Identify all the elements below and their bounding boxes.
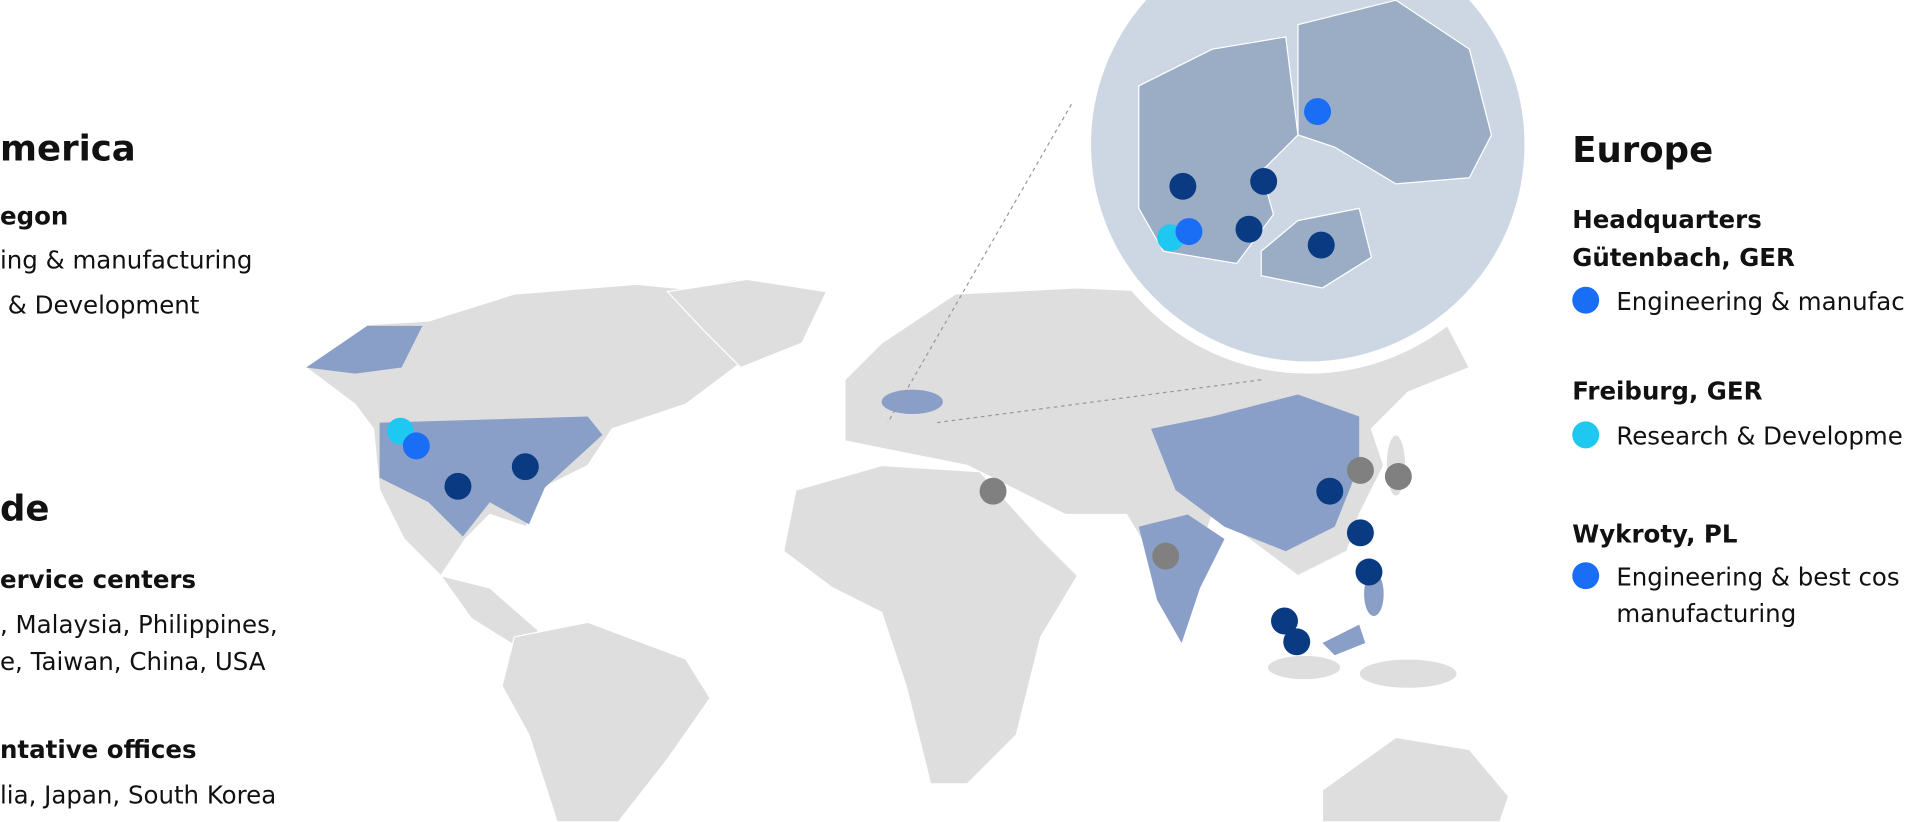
site-line: Engineering & manufac [1616, 287, 1904, 316]
site-line: Engineering & best cos [1616, 562, 1899, 591]
site-line: manufacturing [1616, 599, 1796, 628]
legend-dot [1572, 562, 1600, 590]
region-title: Europe [1572, 130, 1713, 171]
site-marker [1169, 172, 1197, 200]
south-america [501, 621, 711, 822]
site-marker [511, 453, 539, 481]
section-line: e, Taiwan, China, USA [0, 647, 266, 676]
central-europe [881, 389, 943, 415]
site-marker [1175, 218, 1203, 246]
service-marker [1283, 628, 1311, 656]
site-title: Headquarters [1572, 205, 1762, 234]
site-marker [1304, 98, 1332, 126]
office-marker [1384, 463, 1412, 490]
section-line: lia, Japan, South Korea [0, 780, 276, 809]
section-title: ntative offices [0, 735, 197, 764]
legend-dot [1572, 286, 1600, 314]
site-line: Research & Developme [1616, 422, 1903, 451]
europe-inset [1078, 0, 1537, 374]
service-marker [1316, 477, 1344, 505]
office-marker [1346, 456, 1374, 484]
site-title: egon [0, 201, 68, 230]
new-guinea [1358, 658, 1458, 689]
section-line: , Malaysia, Philippines, [0, 610, 278, 639]
right-panel: Europe Headquarters Gütenbach, GER Engin… [1572, 130, 1905, 628]
site-title: Gütenbach, GER [1572, 243, 1795, 272]
india [1138, 514, 1225, 644]
australia [1321, 736, 1510, 822]
africa [782, 464, 1079, 785]
service-marker [1346, 519, 1374, 547]
zoom-line [887, 103, 1072, 423]
region-title: de [0, 489, 50, 530]
china [1151, 394, 1360, 552]
site-marker [1250, 167, 1278, 195]
site-title: Freiburg, GER [1572, 376, 1762, 405]
section-title: ervice centers [0, 565, 196, 594]
site-line: & Development [0, 291, 200, 320]
alaska [306, 325, 423, 374]
indonesia [1266, 654, 1342, 681]
region-title: merica [0, 129, 136, 170]
site-marker [1235, 215, 1263, 243]
usa [379, 416, 603, 537]
site-marker [1307, 231, 1335, 259]
office-marker [1152, 542, 1180, 570]
site-marker [402, 432, 430, 460]
legend-dot [1572, 421, 1600, 449]
service-marker [1355, 558, 1383, 586]
zoom-line [936, 379, 1262, 424]
site-title: Wykroty, PL [1572, 520, 1737, 549]
service-marker [1271, 607, 1298, 635]
poland [1297, 0, 1493, 185]
site-marker [444, 472, 472, 500]
world-markers [386, 417, 1412, 656]
malaysia [1322, 624, 1366, 656]
left-panel: merica egon ing & manufacturing & Develo… [0, 129, 278, 810]
greenland [666, 278, 828, 369]
site-line: ing & manufacturing [0, 245, 252, 274]
office-marker [979, 477, 1007, 505]
